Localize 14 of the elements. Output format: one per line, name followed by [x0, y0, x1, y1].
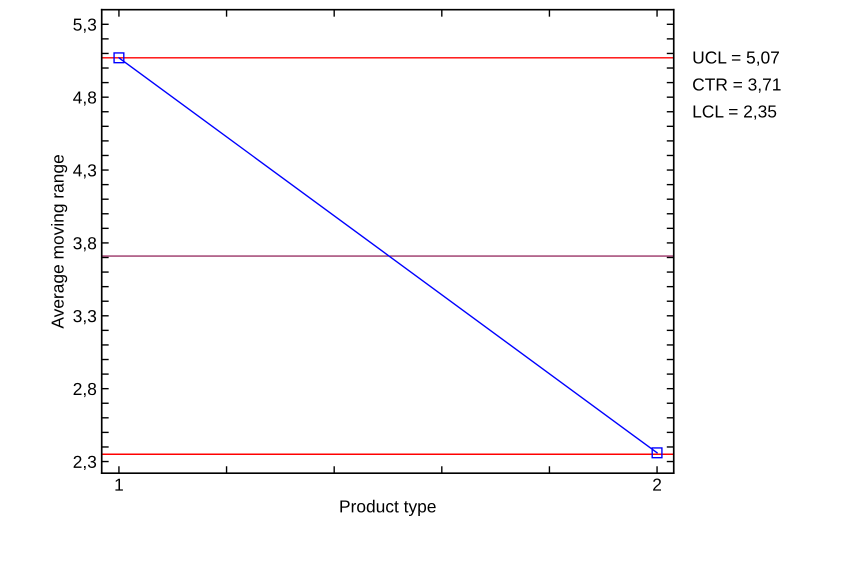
y-tick-label: 2,8 — [74, 382, 96, 398]
text: UCL = 5,07 — [694, 51, 779, 66]
y-axis-title: Average moving range — [50, 155, 68, 329]
y-tick-label: 4,8 — [73, 91, 96, 106]
y-tick-label: 5,3 — [73, 18, 96, 33]
x-tick-label: 2 — [653, 478, 662, 491]
text: CTR = 3,71 — [693, 78, 781, 93]
x-axis-title: Product type — [340, 500, 436, 516]
y-tick-label: 2,3 — [74, 456, 96, 470]
x-tick-label: 1 — [115, 478, 123, 491]
y-tick-label: 4,3 — [73, 164, 96, 179]
y-tick-label: 3,3 — [73, 310, 96, 324]
text: LCL = 2,35 — [694, 105, 776, 120]
y-tick-label: 3,8 — [73, 237, 96, 252]
